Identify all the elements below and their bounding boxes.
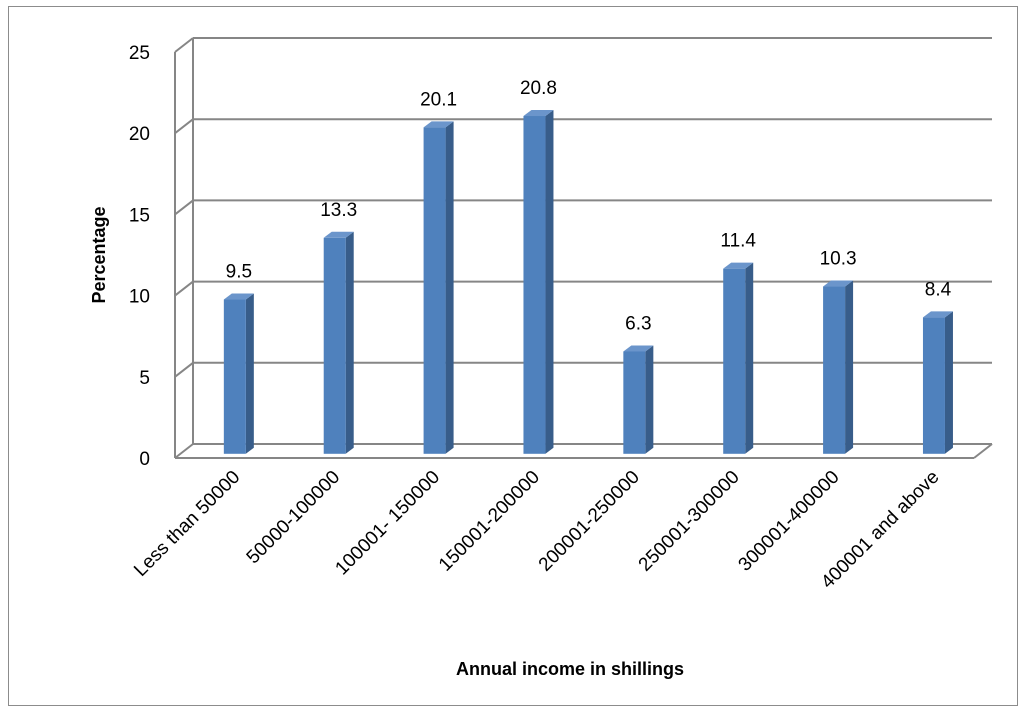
bar [223,299,246,454]
bar-top [423,121,454,128]
bar [423,127,446,454]
bar-top [922,311,953,318]
y-axis-title: Percentage [89,206,109,303]
bar-side [845,280,854,454]
bar-top [523,110,554,117]
y-tick-label: 25 [129,43,150,64]
bar-top [623,345,654,352]
data-label: 9.5 [226,262,252,283]
data-label: 13.3 [320,200,357,221]
x-axis-title: Annual income in shillings [456,659,684,679]
y-tick-label: 10 [129,287,150,308]
bar-side [545,110,554,454]
gridline-diagonal [174,362,194,378]
x-tick-label: 50000-100000 [243,467,345,569]
bar [623,351,646,454]
y-tick-label: 20 [129,124,150,145]
gridline-diagonal [174,280,194,297]
data-label: 20.1 [420,89,457,110]
gridline-diagonal [174,37,194,53]
y-tick-label: 5 [139,368,150,389]
y-tick-label: 0 [139,449,150,470]
x-tick-label: 150001-200000 [435,467,544,576]
gridline-diagonal [174,443,194,459]
bar-top [723,262,754,269]
data-label: 11.4 [720,231,756,252]
bar [323,237,346,454]
bar-side [745,262,754,454]
bar-side [345,231,354,454]
gridline-diagonal [174,199,194,216]
y-tick-label: 15 [129,205,150,226]
data-label: 20.8 [520,78,557,99]
bar-top [223,293,254,300]
x-tick-label: 100001- 150000 [331,467,444,580]
data-label: 10.3 [820,249,857,270]
x-tick-label: 250001-300000 [635,467,744,576]
bar [523,116,546,454]
bar-top [323,231,354,238]
x-tick-label: 200001-250000 [535,467,644,576]
bar [723,268,746,454]
gridline-diagonal [174,118,194,134]
bar-side [445,121,454,454]
bar-side [245,293,254,454]
bar [823,286,846,454]
x-tick-label: 300001-400000 [735,467,844,576]
floor-right-edge [973,443,993,459]
bar-side [645,345,654,454]
bar-side [944,311,953,454]
data-label: 8.4 [925,279,952,300]
bar-top [823,280,854,287]
bar [922,317,945,454]
x-tick-label: Less than 50000 [130,467,244,581]
data-label: 6.3 [625,313,651,334]
